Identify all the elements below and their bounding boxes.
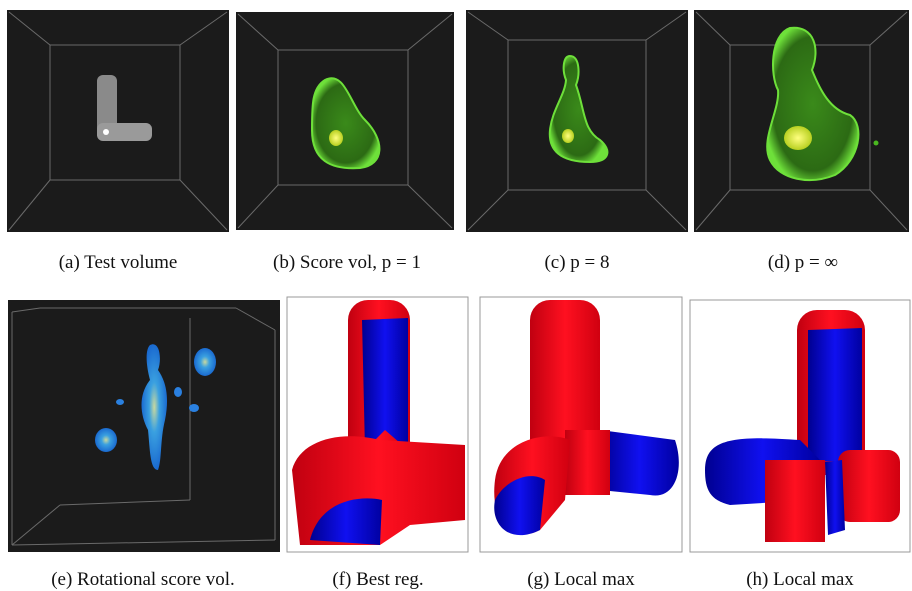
panel-c-image xyxy=(466,10,688,232)
caption: (e) Rotational score vol. xyxy=(51,569,235,590)
figure: (a) Test volume (b) Score vol, p = 1 (c)… xyxy=(0,0,912,591)
caption: (g) Local max xyxy=(527,569,635,590)
panel-d-image xyxy=(694,10,909,232)
panel-e-image xyxy=(8,300,280,552)
caption: (c) p = 8 xyxy=(544,252,609,273)
caption: (h) Local max xyxy=(746,569,854,590)
caption: (d) p = ∞ xyxy=(768,252,838,273)
panel-g-image xyxy=(480,297,682,552)
panel-a-image xyxy=(7,10,229,232)
caption: (a) Test volume xyxy=(59,252,178,273)
panel-h-image xyxy=(690,300,910,552)
page: (a) Test volume (b) Score vol, p = 1 (c)… xyxy=(0,0,912,591)
caption: (b) Score vol, p = 1 xyxy=(273,252,421,273)
caption: (f) Best reg. xyxy=(332,569,423,590)
panel-f-image xyxy=(287,297,468,552)
panel-b-image xyxy=(236,12,454,230)
